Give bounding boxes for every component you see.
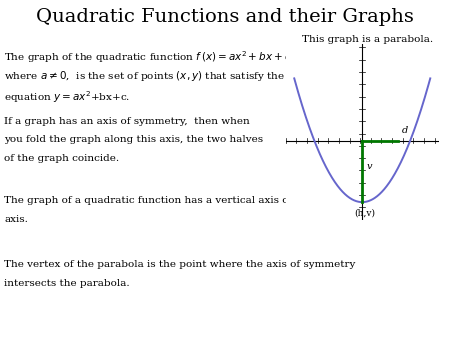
Text: d: d — [402, 126, 408, 135]
Text: you fold the graph along this axis, the two halves: you fold the graph along this axis, the … — [4, 135, 264, 144]
Text: Quadratic Functions and their Graphs: Quadratic Functions and their Graphs — [36, 8, 414, 26]
Text: axis.: axis. — [4, 215, 28, 224]
Text: v: v — [366, 163, 372, 171]
Text: (h,v): (h,v) — [354, 209, 375, 218]
Text: intersects the parabola.: intersects the parabola. — [4, 279, 130, 288]
Text: The graph of the quadratic function $f\,(x)=ax^2+bx+c,$: The graph of the quadratic function $f\,… — [4, 49, 295, 65]
Text: The graph of a quadratic function has a vertical axis of symmetry,  or: The graph of a quadratic function has a … — [4, 196, 368, 205]
Text: The vertex of the parabola is the point where the axis of symmetry: The vertex of the parabola is the point … — [4, 260, 356, 269]
Text: of the graph coincide.: of the graph coincide. — [4, 154, 120, 163]
Text: where $a\neq 0$,  is the set of points $(x, y)$ that satisfy the: where $a\neq 0$, is the set of points $(… — [4, 69, 286, 83]
Text: equation $y=ax^2$+bx+c.: equation $y=ax^2$+bx+c. — [4, 90, 130, 105]
Text: If a graph has an axis of symmetry,  then when: If a graph has an axis of symmetry, then… — [4, 117, 250, 126]
Text: This graph is a parabola.: This graph is a parabola. — [302, 35, 432, 45]
